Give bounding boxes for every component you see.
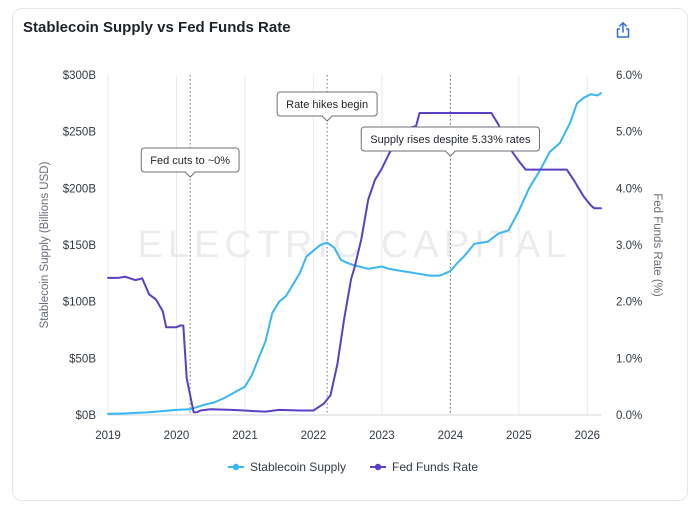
y-right-tick-label: 4.0% xyxy=(616,183,642,195)
x-tick-label: 2023 xyxy=(369,430,395,442)
y-right-tick-label: 1.0% xyxy=(616,353,642,365)
y-left-tick-label: $200B xyxy=(63,183,97,195)
stablecoin-supply-line xyxy=(107,92,602,415)
annotation-callout: Rate hikes begin xyxy=(276,91,378,122)
annotation-callout: Fed cuts to ~0% xyxy=(140,147,240,178)
annotation-pointer xyxy=(445,150,456,157)
annotation-label: Rate hikes begin xyxy=(286,99,368,111)
legend: Stablecoin Supply Fed Funds Rate xyxy=(227,460,478,474)
share-icon[interactable] xyxy=(614,21,632,39)
annotation-pointer xyxy=(184,171,196,178)
y-left-tick-label: $100B xyxy=(63,297,97,309)
y-right-tick-label: 3.0% xyxy=(616,240,642,252)
legend-label: Stablecoin Supply xyxy=(250,460,346,474)
annotation-pointer xyxy=(321,115,333,122)
x-tick-label: 2021 xyxy=(232,430,258,442)
legend-swatch-dot xyxy=(232,463,240,471)
y-right-axis-title: Fed Funds Rate (%) xyxy=(651,193,663,297)
x-tick-label: 2025 xyxy=(506,430,532,442)
y-left-tick-label: $250B xyxy=(63,127,97,139)
y-left-tick-label: $50B xyxy=(69,353,96,365)
chart-title: Stablecoin Supply vs Fed Funds Rate xyxy=(23,19,291,36)
y-left-axis-title: Stablecoin Supply (Billions USD) xyxy=(39,161,51,328)
x-tick-label: 2020 xyxy=(164,430,190,442)
y-right-tick-label: 0.0% xyxy=(616,410,642,422)
x-tick-label: 2022 xyxy=(301,430,327,442)
x-tick-label: 2026 xyxy=(575,430,601,442)
y-right-tick-label: 6.0% xyxy=(616,70,642,82)
watermark: ELECTRIC CAPITAL xyxy=(137,224,571,266)
y-left-tick-label: $150B xyxy=(63,240,97,252)
fed-funds-rate-line xyxy=(107,112,602,414)
legend-label: Fed Funds Rate xyxy=(392,460,478,474)
annotation-label: Fed cuts to ~0% xyxy=(150,155,230,167)
y-right-tick-label: 2.0% xyxy=(616,297,642,309)
chart-card xyxy=(12,8,688,501)
legend-swatch-dot xyxy=(374,463,382,471)
x-tick-label: 2019 xyxy=(95,430,121,442)
annotation-callout: Supply rises despite 5.33% rates xyxy=(360,126,540,157)
x-tick-label: 2024 xyxy=(438,430,464,442)
y-left-tick-label: $300B xyxy=(63,70,97,82)
y-left-tick-label: $0B xyxy=(76,410,97,422)
y-right-tick-label: 5.0% xyxy=(616,127,642,139)
annotation-label: Supply rises despite 5.33% rates xyxy=(370,134,531,146)
